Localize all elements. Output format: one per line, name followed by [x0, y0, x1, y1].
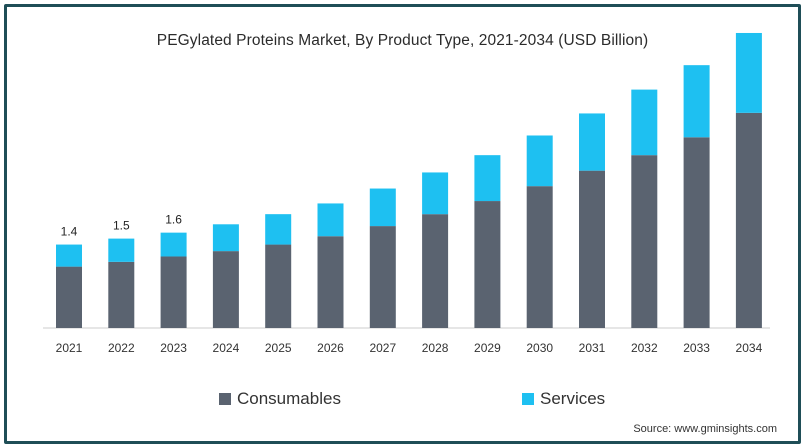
x-tick-label-2034: 2034 [736, 341, 763, 355]
x-tick-label-2029: 2029 [474, 341, 501, 355]
x-tick-label-2027: 2027 [369, 341, 396, 355]
x-tick-label-2025: 2025 [265, 341, 292, 355]
legend-label-services: Services [540, 389, 606, 408]
bar-services-2022 [108, 238, 135, 262]
x-tick-label-2033: 2033 [683, 341, 710, 355]
bar-consumables-2024 [212, 251, 239, 328]
x-tick-label-2023: 2023 [160, 341, 187, 355]
bar-consumables-2030 [526, 186, 553, 328]
bar-services-2027 [369, 188, 396, 227]
bar-services-2026 [317, 203, 344, 237]
bar-services-2028 [422, 172, 449, 215]
bar-consumables-2027 [369, 226, 396, 328]
bar-consumables-2028 [422, 214, 449, 328]
x-tick-label-2031: 2031 [579, 341, 606, 355]
bar-services-2024 [212, 224, 239, 252]
legend-label-consumables: Consumables [237, 389, 341, 408]
x-tick-label-2021: 2021 [56, 341, 83, 355]
legend-item-services: Services [522, 389, 605, 409]
bar-consumables-2034 [735, 112, 762, 329]
x-tick-label-2022: 2022 [108, 341, 135, 355]
x-tick-label-2030: 2030 [526, 341, 553, 355]
bar-consumables-2029 [474, 201, 501, 328]
data-label-2021: 1.4 [61, 225, 78, 239]
source-note: Source: www.gminsights.com [633, 423, 777, 435]
x-tick-label-2026: 2026 [317, 341, 344, 355]
bar-services-2021 [56, 244, 82, 267]
bar-services-2031 [579, 113, 605, 171]
data-label-2022: 1.5 [113, 219, 130, 233]
chart-frame [4, 4, 801, 444]
bar-consumables-2032 [631, 155, 658, 328]
bar-consumables-2031 [579, 170, 605, 328]
bar-services-2033 [683, 65, 710, 138]
bar-consumables-2023 [160, 256, 187, 328]
x-tick-label-2032: 2032 [631, 341, 658, 355]
bar-consumables-2026 [317, 236, 344, 328]
bar-services-2025 [265, 214, 292, 245]
legend-item-consumables: Consumables [219, 389, 341, 409]
chart-title: PEGylated Proteins Market, By Product Ty… [156, 32, 649, 49]
chart-legend: Consumables Services [0, 389, 805, 413]
bar-consumables-2025 [265, 244, 292, 328]
legend-swatch-services [522, 393, 534, 405]
data-label-2023: 1.6 [165, 213, 182, 227]
bar-services-2023 [160, 232, 187, 257]
legend-swatch-consumables [219, 393, 231, 405]
x-tick-label-2028: 2028 [422, 341, 449, 355]
bar-services-2029 [474, 155, 501, 202]
bar-services-2034 [735, 32, 762, 113]
bar-services-2032 [631, 89, 658, 156]
bar-consumables-2033 [683, 137, 710, 328]
x-tick-label-2024: 2024 [213, 341, 240, 355]
bar-consumables-2021 [56, 266, 82, 328]
bar-services-2030 [526, 135, 553, 187]
bar-consumables-2022 [108, 261, 135, 328]
